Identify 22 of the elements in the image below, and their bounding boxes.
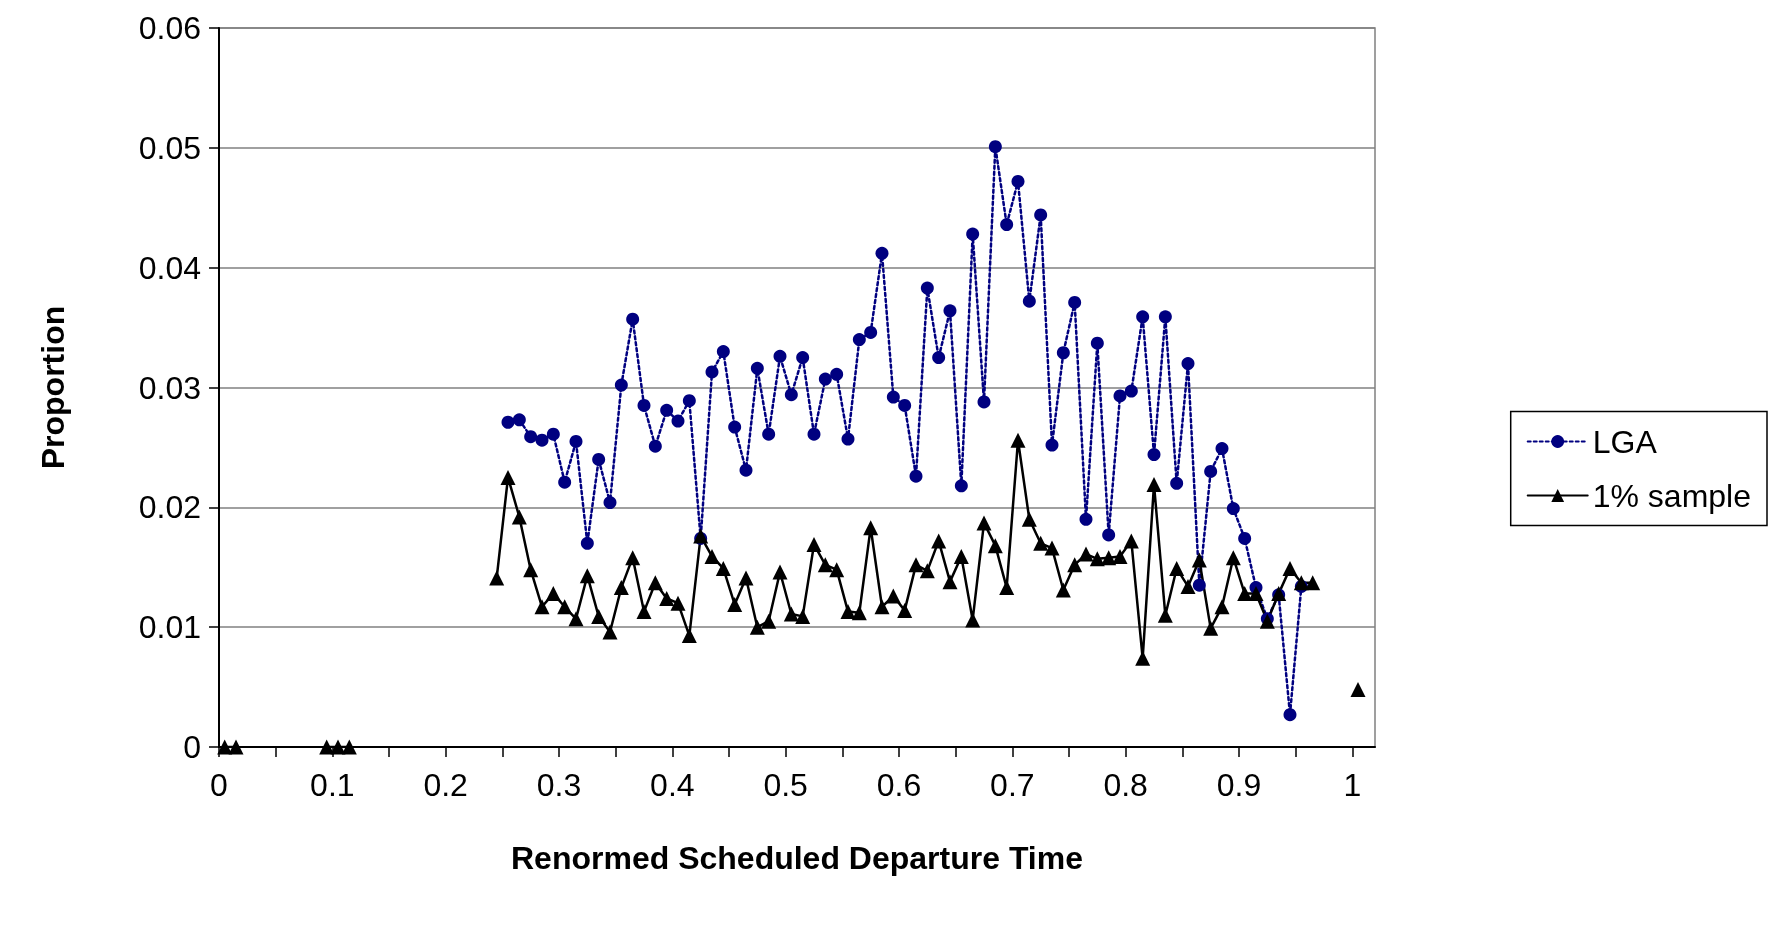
x-tick-label: 0.7 (990, 767, 1035, 803)
x-tick-label: 0.9 (1216, 767, 1262, 803)
x-tick-label: 1 (1343, 767, 1362, 803)
y-tick-label: 0.05 (138, 129, 201, 166)
x-tick-label: 0.6 (876, 767, 922, 803)
x-tick-label: 0.3 (536, 767, 582, 803)
x-tick-label: 0.1 (310, 767, 355, 803)
y-axis-title: Proportion (35, 305, 71, 470)
x-axis-title: Renormed Scheduled Departure Time (511, 840, 1083, 876)
y-tick-label: 0.01 (138, 609, 201, 646)
x-tick-label: 0.5 (763, 767, 808, 803)
x-tick-label: 0.4 (650, 767, 695, 803)
y-tick-label: 0.02 (138, 489, 201, 526)
legend-label: LGA (1592, 423, 1658, 460)
y-tick-label: 0.06 (138, 10, 201, 46)
x-tick-label: 0.8 (1103, 767, 1148, 803)
legend-label: 1% sample (1592, 477, 1751, 514)
y-tick-label: 0 (183, 729, 201, 765)
x-tick-label: 0 (210, 767, 228, 803)
x-tick-label: 0.2 (423, 767, 468, 803)
y-tick-label: 0.03 (138, 369, 201, 406)
y-tick-label: 0.04 (138, 249, 201, 286)
